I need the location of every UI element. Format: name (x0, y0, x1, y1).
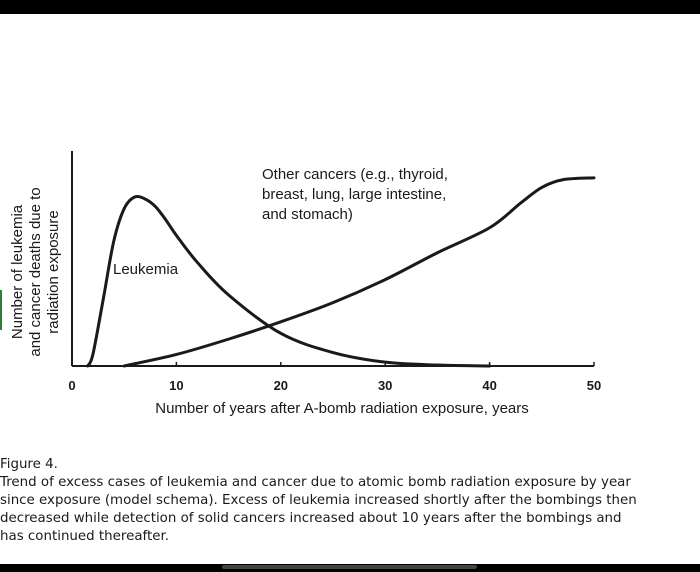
other-cancers-line (122, 176, 596, 368)
figure-caption: Figure 4. Trend of excess cases of leuke… (0, 456, 640, 546)
home-indicator (222, 565, 477, 569)
y-axis-label-line: and cancer deaths due to (27, 187, 44, 356)
x-tick-label: 10 (169, 378, 183, 393)
chart: 0 10 20 30 40 50 Number of years after A-bomb … (9, 151, 601, 417)
caption-title: Figure 4. (0, 457, 58, 472)
x-tick-label: 50 (587, 378, 601, 393)
annotation-line: breast, lung, large intestine, (262, 186, 446, 203)
y-axis-label: Number of leukemiaand cancer deaths due … (9, 187, 62, 356)
x-tick-label: 20 (274, 378, 288, 393)
x-tick-label: 40 (482, 378, 496, 393)
leukemia-annotation: Leukemia (113, 261, 179, 278)
caption-body: Trend of excess cases of leukemia and ca… (0, 475, 637, 544)
x-tick-label: 0 (68, 378, 75, 393)
y-axis-label-line: Number of leukemia (9, 204, 26, 339)
annotation-line: and stomach) (262, 206, 353, 223)
side-marker (0, 290, 8, 330)
other-cancers-annotation: Other cancers (e.g., thyroid, breast, lun… (262, 166, 448, 223)
x-tick-label: 30 (378, 378, 392, 393)
leukemia-line (86, 194, 492, 368)
annotation-line: Leukemia (113, 261, 179, 278)
annotation-line: Other cancers (e.g., thyroid, (262, 166, 448, 183)
screenshot-area: 0 10 20 30 40 50 Number of years after A-bomb … (0, 14, 700, 564)
y-axis-label-line: radiation exposure (45, 210, 62, 333)
x-axis-label: Number of years after A-bomb radiation e… (155, 400, 529, 417)
